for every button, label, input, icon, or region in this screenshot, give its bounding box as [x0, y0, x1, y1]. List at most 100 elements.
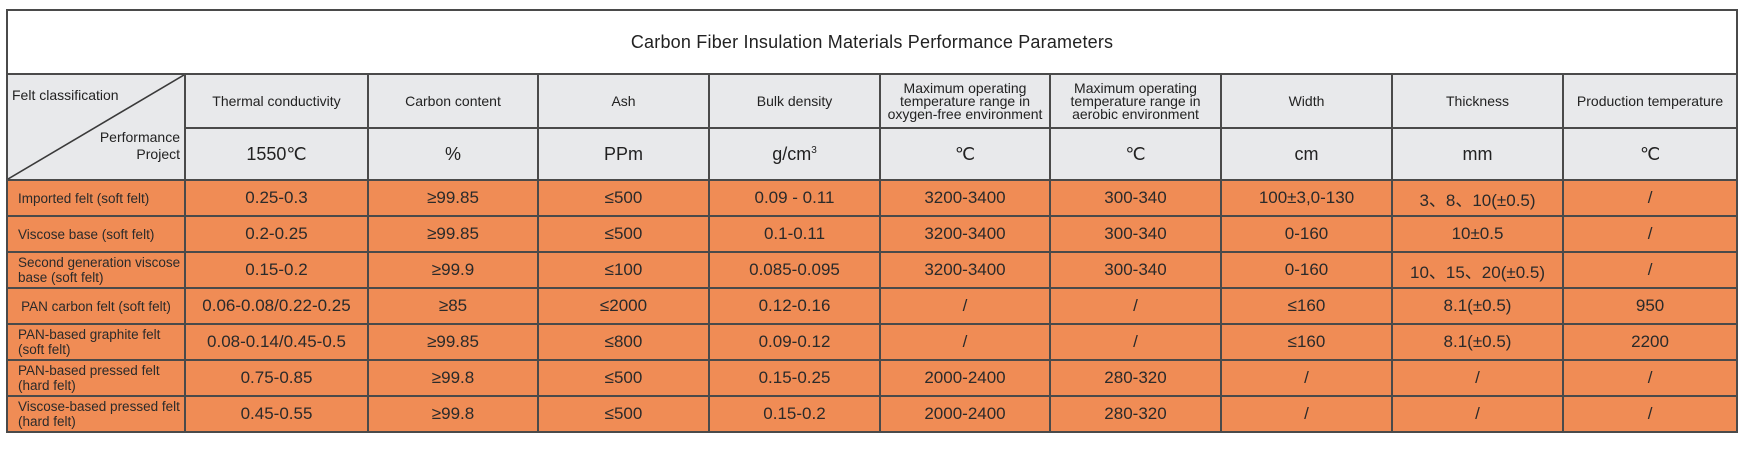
value-cell: 2200: [1561, 323, 1739, 361]
value-cell: 8.1(±0.5): [1391, 287, 1564, 325]
value-cell: 0-160: [1220, 251, 1393, 289]
value-cell: 0.06-0.08/0.22-0.25: [184, 287, 369, 325]
unit-cell: %: [367, 127, 539, 181]
column-header: Carbon content: [367, 73, 539, 129]
value-cell: 3、8、10(±0.5): [1391, 179, 1564, 217]
value-cell: 3200-3400: [879, 179, 1051, 217]
value-cell: ≤160: [1220, 287, 1393, 325]
value-cell: ≥99.8: [367, 359, 539, 397]
column-header: Thermal conductivity: [184, 73, 369, 129]
column-header: Maximum operating temperature range in o…: [879, 73, 1051, 129]
table-container: Carbon Fiber Insulation Materials Perfor…: [5, 9, 1739, 433]
unit-cell: ℃: [1561, 127, 1739, 181]
value-cell: ≥99.85: [367, 215, 539, 253]
value-cell: /: [1561, 215, 1739, 253]
unit-cell: ℃: [879, 127, 1051, 181]
value-cell: 0-160: [1220, 215, 1393, 253]
value-cell: 10±0.5: [1391, 215, 1564, 253]
value-cell: 0.25-0.3: [184, 179, 369, 217]
value-cell: ≤500: [537, 359, 710, 397]
unit-cell: PPm: [537, 127, 710, 181]
value-cell: 280-320: [1049, 395, 1222, 433]
value-cell: 0.09 - 0.11: [708, 179, 881, 217]
value-cell: /: [1561, 179, 1739, 217]
value-cell: /: [879, 287, 1051, 325]
value-cell: 3200-3400: [879, 215, 1051, 253]
felt-name-cell: Second generation viscose base (soft fel…: [6, 251, 186, 289]
value-cell: /: [1391, 359, 1564, 397]
value-cell: 8.1(±0.5): [1391, 323, 1564, 361]
value-cell: 100±3,0-130: [1220, 179, 1393, 217]
corner-header-cell: Felt classification Performance Project: [6, 73, 186, 181]
value-cell: ≤100: [537, 251, 710, 289]
felt-name-cell: Viscose-based pressed felt (hard felt): [6, 395, 186, 433]
value-cell: /: [1049, 287, 1222, 325]
table-row: Viscose base (soft felt) 0.2-0.25 ≥99.85 ≤5…: [6, 215, 1739, 253]
felt-name-cell: Imported felt (soft felt): [6, 179, 186, 217]
value-cell: ≥85: [367, 287, 539, 325]
unit-row: 1550℃% PPm g/cm3 ℃ ℃ cm mm ℃: [7, 127, 1739, 181]
value-cell: 10、15、20(±0.5): [1391, 251, 1564, 289]
value-cell: 3200-3400: [879, 251, 1051, 289]
column-header: Ash: [537, 73, 710, 129]
table-row: PAN-based graphite felt (soft felt) 0.08-…: [6, 323, 1739, 361]
felt-name-cell: Viscose base (soft felt): [6, 215, 186, 253]
performance-table: Carbon Fiber Insulation Materials Perfor…: [5, 9, 1739, 433]
value-cell: 0.12-0.16: [708, 287, 881, 325]
value-cell: 0.08-0.14/0.45-0.5: [184, 323, 369, 361]
value-cell: 280-320: [1049, 359, 1222, 397]
value-cell: ≥99.85: [367, 179, 539, 217]
value-cell: ≥99.9: [367, 251, 539, 289]
value-cell: ≥99.8: [367, 395, 539, 433]
value-cell: /: [1391, 395, 1564, 433]
diagonal-divider: [8, 75, 184, 179]
column-header: Maximum operating temperature range in a…: [1049, 73, 1222, 129]
value-cell: /: [1561, 251, 1739, 289]
value-cell: 2000-2400: [879, 359, 1051, 397]
value-cell: /: [879, 323, 1051, 361]
value-cell: ≤2000: [537, 287, 710, 325]
value-cell: 0.09-0.12: [708, 323, 881, 361]
value-cell: ≤500: [537, 215, 710, 253]
value-cell: 0.15-0.2: [708, 395, 881, 433]
value-cell: 300-340: [1049, 179, 1222, 217]
felt-name-cell: PAN carbon felt (soft felt): [6, 287, 186, 325]
table-row: Viscose-based pressed felt (hard felt) 0.…: [6, 395, 1739, 433]
header-row: Felt classification Performance Project …: [6, 73, 1739, 181]
table-row: Second generation viscose base (soft fel…: [6, 251, 1739, 289]
value-cell: ≤800: [537, 323, 710, 361]
unit-cell: g/cm3: [708, 127, 881, 181]
table-row: Imported felt (soft felt) 0.25-0.3 ≥99.85 ≤…: [6, 179, 1739, 217]
value-cell: 0.2-0.25: [184, 215, 369, 253]
value-cell: 0.15-0.25: [708, 359, 881, 397]
value-cell: ≤500: [537, 179, 710, 217]
value-cell: /: [1220, 395, 1393, 433]
value-cell: /: [1220, 359, 1393, 397]
value-cell: /: [1561, 395, 1739, 433]
value-cell: /: [1049, 323, 1222, 361]
column-header: Bulk density: [708, 73, 881, 129]
unit-cell: ℃: [1049, 127, 1222, 181]
value-cell: ≤160: [1220, 323, 1393, 361]
value-cell: /: [1561, 359, 1739, 397]
felt-name-cell: PAN-based pressed felt (hard felt): [6, 359, 186, 397]
value-cell: 0.1-0.11: [708, 215, 881, 253]
value-cell: 0.75-0.85: [184, 359, 369, 397]
value-cell: 0.15-0.2: [184, 251, 369, 289]
table-row: PAN-based pressed felt (hard felt) 0.75-0…: [6, 359, 1739, 397]
value-cell: 300-340: [1049, 251, 1222, 289]
unit-cell: mm: [1391, 127, 1564, 181]
unit-cell: cm: [1220, 127, 1393, 181]
table-title: Carbon Fiber Insulation Materials Perfor…: [5, 9, 1739, 75]
performance-project-label: Performance Project: [99, 129, 180, 162]
value-cell: 0.085-0.095: [708, 251, 881, 289]
table-row: PAN carbon felt (soft felt) 0.06-0.08/0.2…: [6, 287, 1739, 325]
column-header: Width: [1220, 73, 1393, 129]
value-cell: 2000-2400: [879, 395, 1051, 433]
value-cell: 950: [1561, 287, 1739, 325]
column-header: Production temperature: [1561, 73, 1739, 129]
value-cell: ≤500: [537, 395, 710, 433]
value-cell: ≥99.85: [367, 323, 539, 361]
felt-name-cell: PAN-based graphite felt (soft felt): [6, 323, 186, 361]
value-cell: 0.45-0.55: [184, 395, 369, 433]
